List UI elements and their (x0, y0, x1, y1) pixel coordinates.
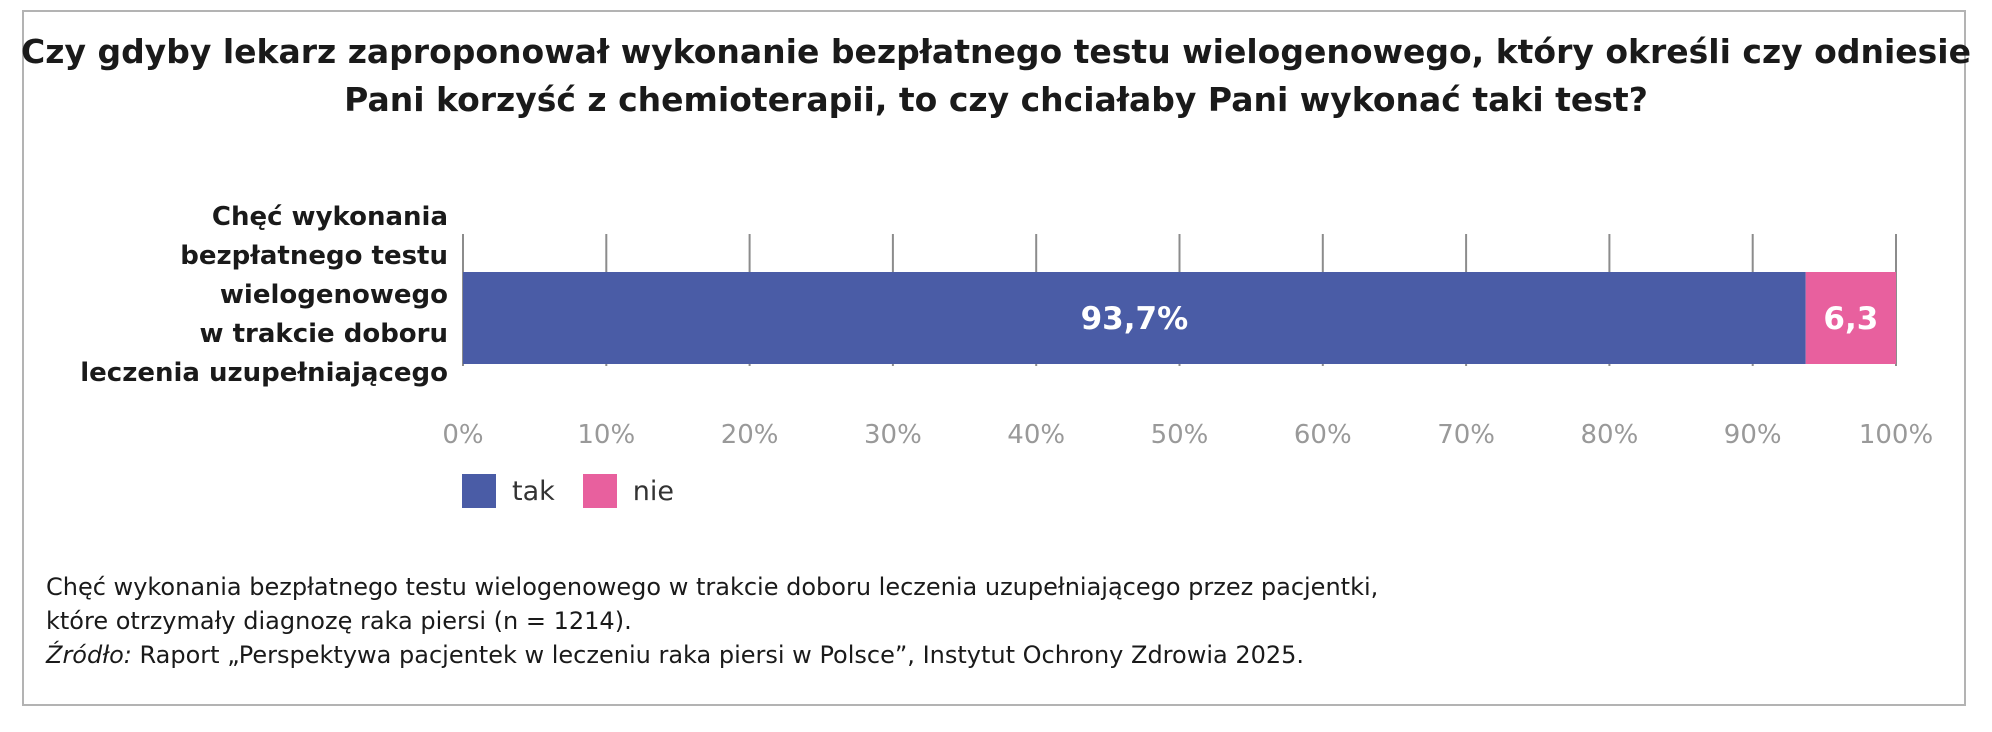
category-label-line: wielogenowego (219, 280, 448, 310)
legend-item-tak: tak (462, 474, 555, 508)
x-tick-label: 60% (1294, 420, 1352, 450)
x-tick-label: 0% (442, 420, 483, 450)
x-tick-label: 40% (1007, 420, 1065, 450)
category-label: Chęć wykonania bezpłatnego testu wieloge… (8, 198, 448, 393)
note-line-2: które otrzymały diagnozę raka piersi (n … (46, 607, 632, 635)
legend-item-nie: nie (582, 474, 675, 508)
data-label-nie: 6,3 (1823, 301, 1878, 337)
legend-label-nie: nie (632, 475, 675, 507)
legend-label-tak: tak (512, 475, 555, 507)
source-line: Źródło: Raport „Perspektywa pacjentek w … (46, 638, 1926, 672)
legend-swatch-tak (462, 474, 496, 508)
chart-notes: Chęć wykonania bezpłatnego testu wieloge… (46, 570, 1926, 672)
x-tick-label: 50% (1151, 420, 1209, 450)
x-tick-label: 30% (864, 420, 922, 450)
bar-tak (463, 272, 1806, 364)
x-tick-label: 20% (721, 420, 779, 450)
category-label-line: leczenia uzupełniającego (80, 358, 448, 388)
chart-title-text: Czy gdyby lekarz zaproponował wykonanie … (21, 32, 1971, 119)
x-tick-label: 10% (577, 420, 635, 450)
source-text: Raport „Perspektywa pacjentek w leczeniu… (131, 641, 1305, 669)
category-label-line: bezpłatnego testu (180, 241, 448, 271)
x-tick-label: 100% (1859, 420, 1933, 450)
data-label-tak: 93,7% (1081, 301, 1189, 337)
x-tick-label: 90% (1724, 420, 1782, 450)
category-label-line: w trakcie doboru (199, 319, 448, 349)
chart-title: Czy gdyby lekarz zaproponował wykonanie … (0, 28, 1992, 124)
legend-swatch-nie (582, 474, 617, 508)
x-tick-label: 70% (1437, 420, 1495, 450)
source-label: Źródło: (46, 641, 132, 669)
note-line-1: Chęć wykonania bezpłatnego testu wieloge… (46, 573, 1379, 601)
category-label-line: Chęć wykonania (211, 202, 448, 232)
x-tick-label: 80% (1581, 420, 1639, 450)
legend: tak nie (462, 474, 702, 508)
bar-nie (1805, 272, 1896, 364)
